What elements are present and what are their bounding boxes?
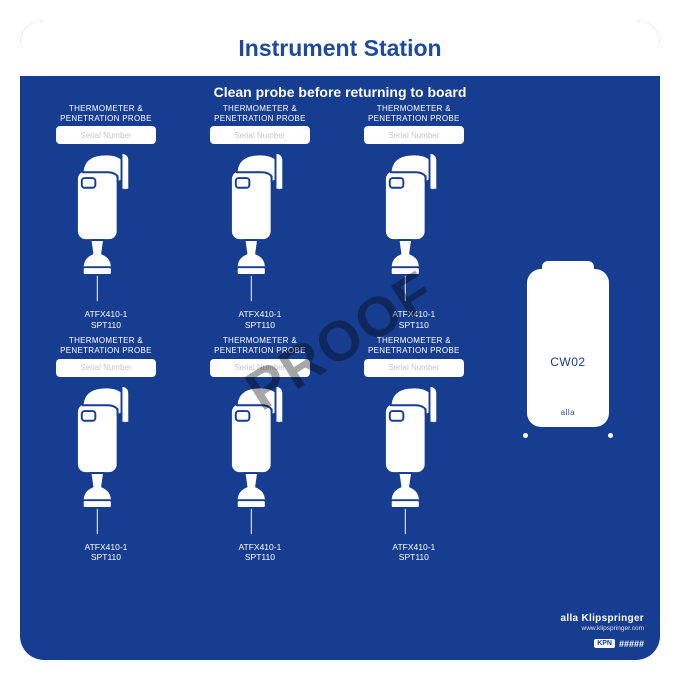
thermometer-probe-icon — [354, 382, 474, 537]
probe-type-label: THERMOMETER &PENETRATION PROBE — [214, 104, 306, 123]
instrument-station-board: Instrument Station Clean probe before re… — [20, 20, 660, 660]
wipes-area: CW02 alla — [488, 104, 648, 563]
serial-number-field[interactable]: Serial Number — [210, 359, 310, 377]
probe-model-label: ATFX410-1SPT110 — [392, 542, 435, 563]
thermometer-probe-icon — [46, 382, 166, 537]
probe-type-label: THERMOMETER &PENETRATION PROBE — [214, 336, 306, 355]
probe-model-label: ATFX410-1SPT110 — [238, 309, 281, 330]
peg-dot — [523, 433, 528, 438]
probe-slot: THERMOMETER &PENETRATION PROBE Serial Num… — [340, 336, 488, 562]
board-subtitle: Clean probe before returning to board — [20, 84, 660, 100]
peg-dot — [608, 433, 613, 438]
board-footer: alla Klipspringer www.klipspringer.com K… — [561, 613, 644, 650]
probe-slot: THERMOMETER &PENETRATION PROBE Serial Num… — [32, 336, 180, 562]
probe-slot: THERMOMETER &PENETRATION PROBE Serial Num… — [186, 336, 334, 562]
footer-code-value: ##### — [619, 639, 644, 649]
probe-model-label: ATFX410-1SPT110 — [85, 309, 128, 330]
probe-grid: THERMOMETER &PENETRATION PROBE Serial Num… — [32, 104, 488, 563]
board-title: Instrument Station — [238, 35, 441, 62]
thermometer-probe-icon — [200, 149, 320, 304]
footer-code-tag: KPN — [594, 639, 615, 648]
title-band: Instrument Station — [20, 20, 660, 76]
probe-model-label: ATFX410-1SPT110 — [85, 542, 128, 563]
probe-type-label: THERMOMETER &PENETRATION PROBE — [368, 104, 460, 123]
probe-slot: THERMOMETER &PENETRATION PROBE Serial Num… — [340, 104, 488, 330]
thermometer-probe-icon — [354, 149, 474, 304]
probe-slot: THERMOMETER &PENETRATION PROBE Serial Num… — [186, 104, 334, 330]
serial-number-field[interactable]: Serial Number — [364, 359, 464, 377]
serial-number-field[interactable]: Serial Number — [364, 126, 464, 144]
footer-product-code: KPN ##### — [594, 639, 644, 649]
footer-brand-mark: alla — [561, 613, 579, 624]
wipes-brand: alla — [561, 408, 575, 417]
thermometer-probe-icon — [200, 382, 320, 537]
wipes-pegs — [523, 433, 613, 438]
wipes-holder: CW02 alla — [523, 269, 613, 438]
footer-brand: alla Klipspringer — [561, 613, 644, 624]
probe-slot: THERMOMETER &PENETRATION PROBE Serial Num… — [32, 104, 180, 330]
serial-number-field[interactable]: Serial Number — [56, 126, 156, 144]
wipes-cap — [542, 261, 594, 273]
thermometer-probe-icon — [46, 149, 166, 304]
serial-number-field[interactable]: Serial Number — [56, 359, 156, 377]
probe-model-label: ATFX410-1SPT110 — [238, 542, 281, 563]
main-area: THERMOMETER &PENETRATION PROBE Serial Num… — [20, 104, 660, 563]
footer-website: www.klipspringer.com — [561, 625, 644, 632]
serial-number-field[interactable]: Serial Number — [210, 126, 310, 144]
wipes-product-code: CW02 — [550, 355, 585, 369]
wipes-container: CW02 alla — [527, 269, 609, 427]
probe-type-label: THERMOMETER &PENETRATION PROBE — [60, 336, 152, 355]
probe-model-label: ATFX410-1SPT110 — [392, 309, 435, 330]
probe-type-label: THERMOMETER &PENETRATION PROBE — [368, 336, 460, 355]
probe-type-label: THERMOMETER &PENETRATION PROBE — [60, 104, 152, 123]
footer-brand-name: Klipspringer — [582, 613, 645, 624]
